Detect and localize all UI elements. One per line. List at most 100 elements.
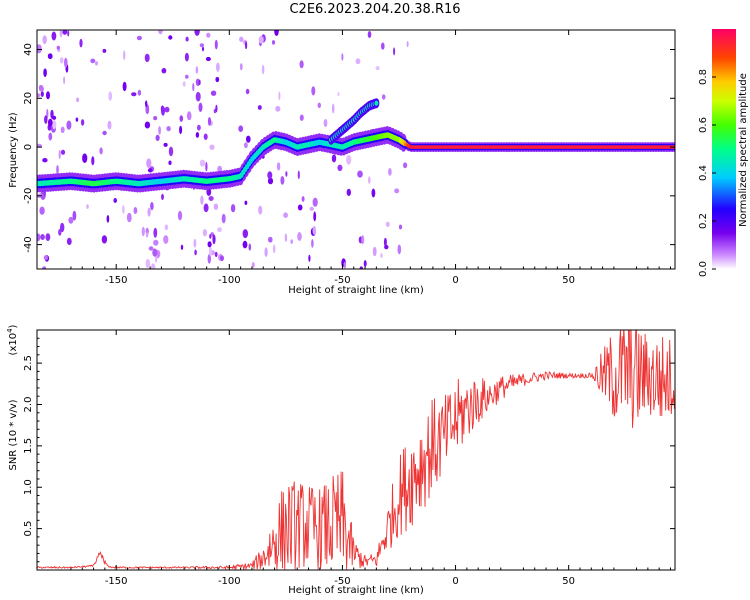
spectrogram-axes: -150 -100 -50 0 50 -40 -20 0 20 40 <box>23 30 675 286</box>
noise-speck <box>131 92 137 97</box>
noise-speck <box>63 76 66 85</box>
noise-speck <box>126 212 132 223</box>
noise-speck <box>150 202 154 211</box>
noise-speck <box>311 239 314 248</box>
colorbar-tick-label: 0.2 <box>698 213 709 229</box>
noise-speck <box>122 81 127 92</box>
noise-speck <box>145 100 148 108</box>
noise-speck <box>202 46 204 52</box>
noise-speck <box>297 170 300 180</box>
noise-speck <box>147 168 153 173</box>
noise-speck <box>240 63 243 71</box>
noise-speck <box>375 66 380 71</box>
noise-speck <box>56 165 59 175</box>
noise-speck <box>217 227 222 233</box>
noise-speck <box>214 251 218 258</box>
noise-speck <box>242 229 248 239</box>
noise-speck <box>251 262 255 268</box>
noise-speck <box>406 41 409 48</box>
noise-speck <box>37 233 41 242</box>
noise-speck <box>274 30 279 36</box>
noise-speck <box>185 36 189 42</box>
noise-speck <box>163 235 169 244</box>
x-tick-label: -150 <box>105 275 128 286</box>
noise-speck <box>72 210 77 221</box>
x-tick-label: -50 <box>334 576 350 587</box>
noise-speck <box>239 36 244 42</box>
noise-speck <box>42 266 47 269</box>
noise-speck <box>205 56 211 62</box>
noise-speck <box>264 247 268 258</box>
noise-speck <box>82 153 88 163</box>
noise-speck <box>257 105 262 110</box>
noise-speck <box>198 102 203 113</box>
noise-speck <box>133 207 138 214</box>
noise-speck <box>194 30 200 36</box>
noise-speck <box>168 35 173 40</box>
noise-speck <box>108 91 112 101</box>
noise-speck <box>42 35 47 45</box>
noise-speck <box>62 30 68 35</box>
noise-speck <box>215 76 220 83</box>
noise-speck <box>242 240 248 249</box>
colorbar-tick-label: 0.8 <box>698 69 709 85</box>
noise-speck <box>145 258 151 268</box>
noise-speck <box>385 221 390 227</box>
noise-speck <box>361 235 365 245</box>
noise-speck <box>268 236 273 243</box>
noise-speck <box>248 243 252 251</box>
noise-speck <box>284 233 288 242</box>
noise-speck <box>90 58 96 64</box>
y-tick-label: -20 <box>23 188 34 204</box>
noise-speck <box>75 117 79 122</box>
y-tick-label: 2.0 <box>23 397 34 413</box>
noise-speck <box>37 93 41 98</box>
noise-speck <box>44 115 48 124</box>
noise-speck <box>285 171 288 177</box>
noise-speck <box>212 234 216 245</box>
noise-speck <box>388 168 392 176</box>
noise-speck <box>168 160 172 166</box>
noise-speck <box>267 171 273 180</box>
noise-speck <box>221 213 226 224</box>
noise-speck <box>102 48 107 53</box>
snr-series-line <box>37 330 675 570</box>
noise-speck <box>66 237 72 245</box>
spectrogram-frame <box>36 29 676 270</box>
snr-frame <box>36 329 676 571</box>
noise-speck <box>163 142 168 147</box>
noise-speck <box>179 115 184 122</box>
noise-speck <box>60 126 65 133</box>
noise-speck <box>146 158 152 168</box>
snr-plot-area <box>37 330 675 570</box>
noise-speck <box>271 40 276 45</box>
noise-speck <box>245 41 248 50</box>
noise-speck <box>359 266 363 269</box>
noise-speck <box>313 211 317 222</box>
noise-speck <box>60 222 65 233</box>
noise-speck <box>161 68 167 74</box>
y-tick-label: 1.0 <box>23 479 34 495</box>
noise-speck <box>68 216 74 224</box>
noise-speck <box>290 239 294 244</box>
noise-speck <box>213 203 219 210</box>
noise-speck <box>58 149 61 160</box>
noise-speck <box>144 53 150 63</box>
noise-speck <box>192 82 195 92</box>
noise-speck <box>308 254 311 262</box>
noise-speck <box>267 177 274 185</box>
noise-speck <box>47 53 53 60</box>
colorbar-label: Normalized spectral amplitude <box>738 73 749 227</box>
noise-speck <box>207 241 212 248</box>
noise-speck <box>136 35 142 41</box>
noise-speck <box>195 132 200 138</box>
noise-speck <box>203 203 209 213</box>
snr-ylabel: SNR (10 * v/v) <box>8 399 19 470</box>
noise-speck <box>122 205 125 214</box>
noise-speck <box>280 176 285 185</box>
noise-speck <box>199 159 206 167</box>
colorbar: 0.0 0.2 0.4 0.6 0.8 Normalized spectral ampl… <box>698 29 749 277</box>
noise-speck <box>47 118 53 127</box>
noise-speck <box>182 81 186 87</box>
noise-speck <box>45 233 51 242</box>
